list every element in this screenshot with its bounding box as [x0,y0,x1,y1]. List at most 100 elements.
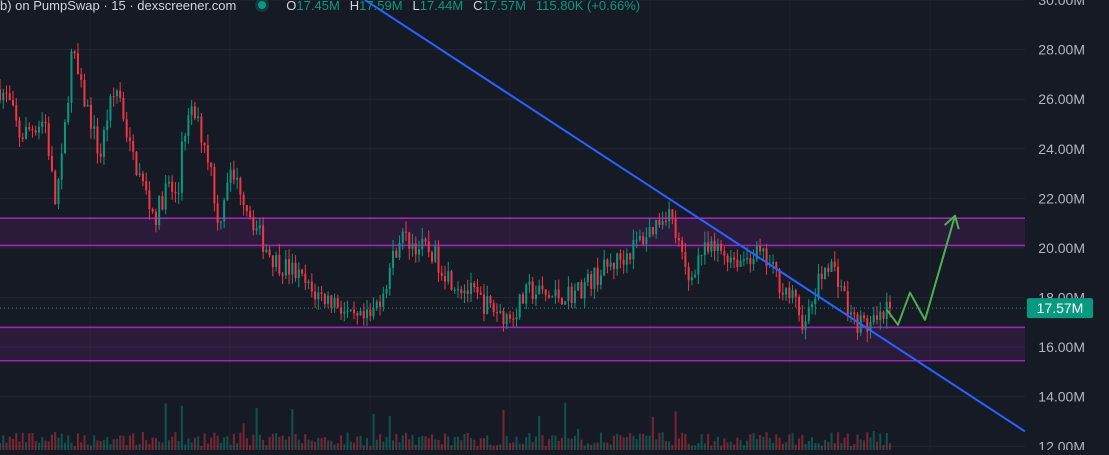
candle-body [460,289,463,294]
candle-body [742,259,745,261]
volume-bar [528,432,531,450]
candle-body [612,262,615,269]
candle-body [151,208,154,212]
volume-bar [863,440,866,450]
volume-bar [603,442,606,450]
candle-body [593,267,596,289]
volume-bar [5,442,8,450]
candle-body [193,106,196,119]
volume-bar [11,438,14,450]
volume-bar [395,434,398,450]
candle-body [486,296,489,314]
candle-body [586,274,589,283]
candle-body [310,281,313,292]
candle-body [229,169,232,183]
volume-bar [249,445,252,450]
volume-bar [502,409,505,450]
candle-body [473,283,476,287]
candle-body [112,96,115,98]
volume-bar [34,440,37,450]
candle-body [801,315,804,330]
volume-bar [50,434,53,450]
volume-bar [193,437,196,450]
candle-body [424,239,427,242]
volume-bar [93,435,96,450]
price-zones [0,217,1025,362]
volume-bar [492,445,495,450]
volume-bar [564,402,567,450]
volume-bar [531,442,534,450]
volume-bar [314,441,317,450]
candle-body [508,314,511,319]
volume-bar [184,444,187,450]
volume-bar [882,444,885,450]
candle-body [772,262,775,264]
candle-body [128,137,131,142]
candle-body [31,129,34,131]
volume-bar [356,436,359,450]
candle-body [538,285,541,295]
candle-body [271,255,274,268]
candle-body [418,249,421,255]
volume-bar [658,432,661,450]
candle-body [720,243,723,251]
candle-body [323,293,326,304]
candle-body [216,203,219,223]
candle-body [291,262,294,275]
volume-bar [635,438,638,450]
volume-bar [333,444,336,450]
volume-bar [21,432,24,450]
candle-body [590,274,593,289]
candle-body [184,135,187,142]
volume-bar [749,434,752,450]
volume-bar [161,442,164,450]
candle-body [203,142,206,146]
volume-bar [200,445,203,450]
candle-body [804,321,807,330]
volume-bar [687,443,690,450]
candle-body [596,267,599,285]
volume-bar [697,443,700,450]
candle-body [245,205,248,212]
volume-bar [229,444,232,450]
volume-bar [414,444,417,450]
candle-body [258,225,261,229]
candle-body [161,196,164,210]
volume-bar [781,443,784,450]
volume-bar [824,439,827,450]
candle-body [268,249,271,256]
volume-bar [622,437,625,450]
volume-bar [408,439,411,450]
candle-body [262,225,265,252]
volume-bar [447,436,450,450]
candle-body [876,315,879,320]
volume-bar [798,438,801,450]
candle-body [872,315,875,323]
candle-body [5,92,8,94]
candle-body [525,284,528,304]
volume-bar [573,435,576,450]
volume-bar [846,433,849,450]
volume-bar [271,433,274,450]
candle-body [573,290,576,303]
candle-body [388,267,391,289]
y-tick-label: 30.00M [1038,0,1085,8]
candle-body [463,290,466,294]
volume-bar [382,441,385,450]
candle-body [840,286,843,288]
volume-bar [648,435,651,450]
volume-bar [206,443,209,450]
candle-body [723,250,726,256]
candle-body [96,126,99,154]
y-tick-label: 24.00M [1038,141,1085,157]
candle-body [379,301,382,307]
volume-bar [609,444,612,450]
candle-body [148,190,151,209]
volume-bar [596,442,599,450]
volume-bar [625,436,628,450]
legend-title: b) on PumpSwap · 15 · dexscreener.com [0,0,237,13]
candle-body [47,122,50,156]
candle-body [554,289,557,297]
